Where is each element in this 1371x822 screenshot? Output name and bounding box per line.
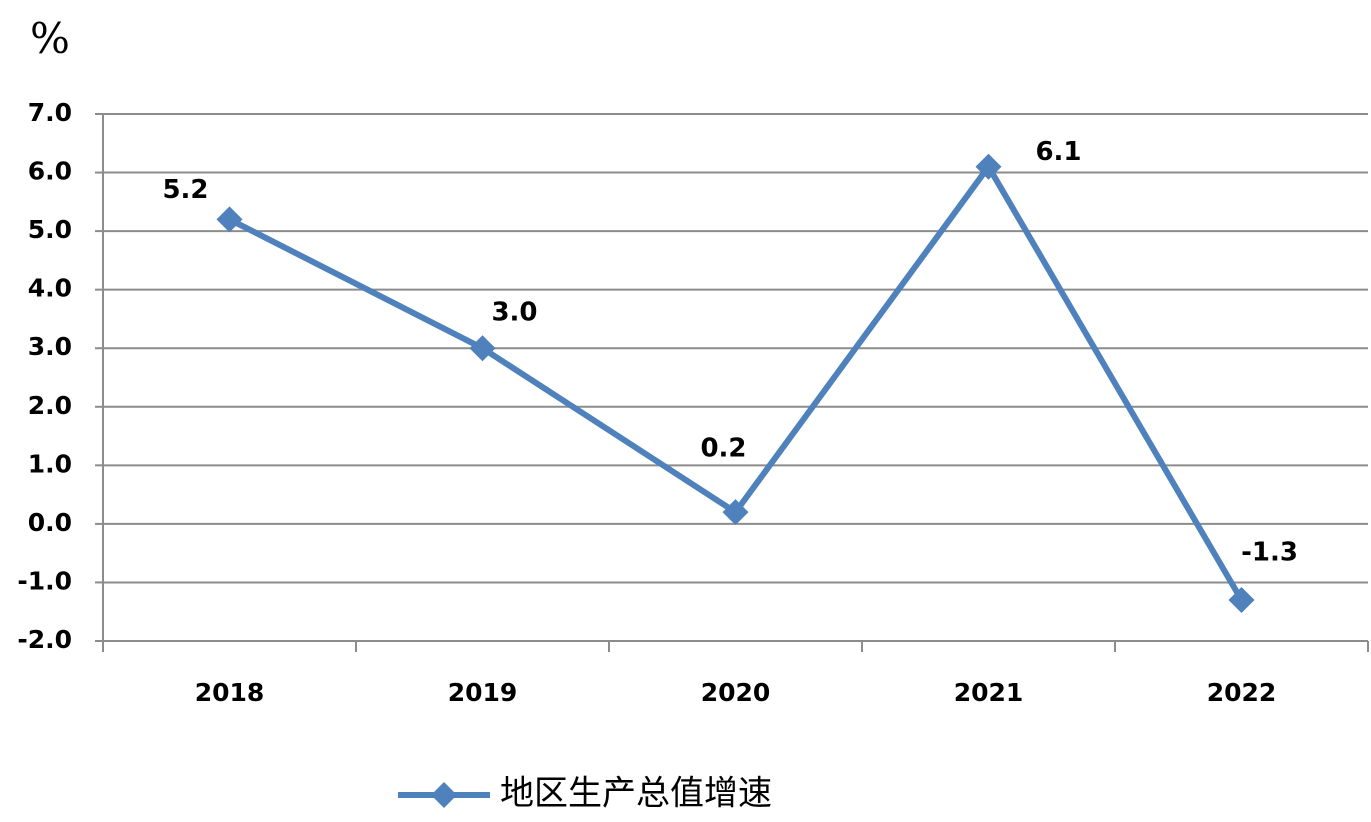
marker <box>1228 587 1255 614</box>
y-tick-label: 5.0 <box>28 215 72 244</box>
y-tick-label: 3.0 <box>28 332 72 361</box>
y-tick-label: 2.0 <box>28 391 72 420</box>
legend-marker <box>431 782 457 808</box>
y-tick-label: -2.0 <box>17 625 72 654</box>
marker <box>469 335 496 362</box>
y-tick-label: 7.0 <box>28 98 72 127</box>
y-tick-label: 4.0 <box>28 274 72 303</box>
legend-label: 地区生产总值增速 <box>500 774 772 814</box>
data-label: 6.1 <box>1035 137 1081 167</box>
y-tick-label: -1.0 <box>17 566 72 595</box>
y-unit-label: % <box>30 14 70 63</box>
x-tick-label: 2018 <box>195 678 265 707</box>
x-tick-label: 2021 <box>954 678 1024 707</box>
data-label: 0.2 <box>700 434 746 464</box>
data-label: 3.0 <box>491 298 537 328</box>
y-tick-label: 1.0 <box>28 449 72 478</box>
marker <box>975 153 1002 180</box>
x-tick-label: 2019 <box>448 678 518 707</box>
y-tick-label: 6.0 <box>28 157 72 186</box>
data-label: -1.3 <box>1241 538 1298 568</box>
data-label: 5.2 <box>162 175 208 205</box>
x-tick-label: 2022 <box>1207 678 1277 707</box>
x-tick-label: 2020 <box>701 678 771 707</box>
marker <box>216 206 243 233</box>
y-tick-label: 0.0 <box>28 508 72 537</box>
marker <box>722 499 749 526</box>
